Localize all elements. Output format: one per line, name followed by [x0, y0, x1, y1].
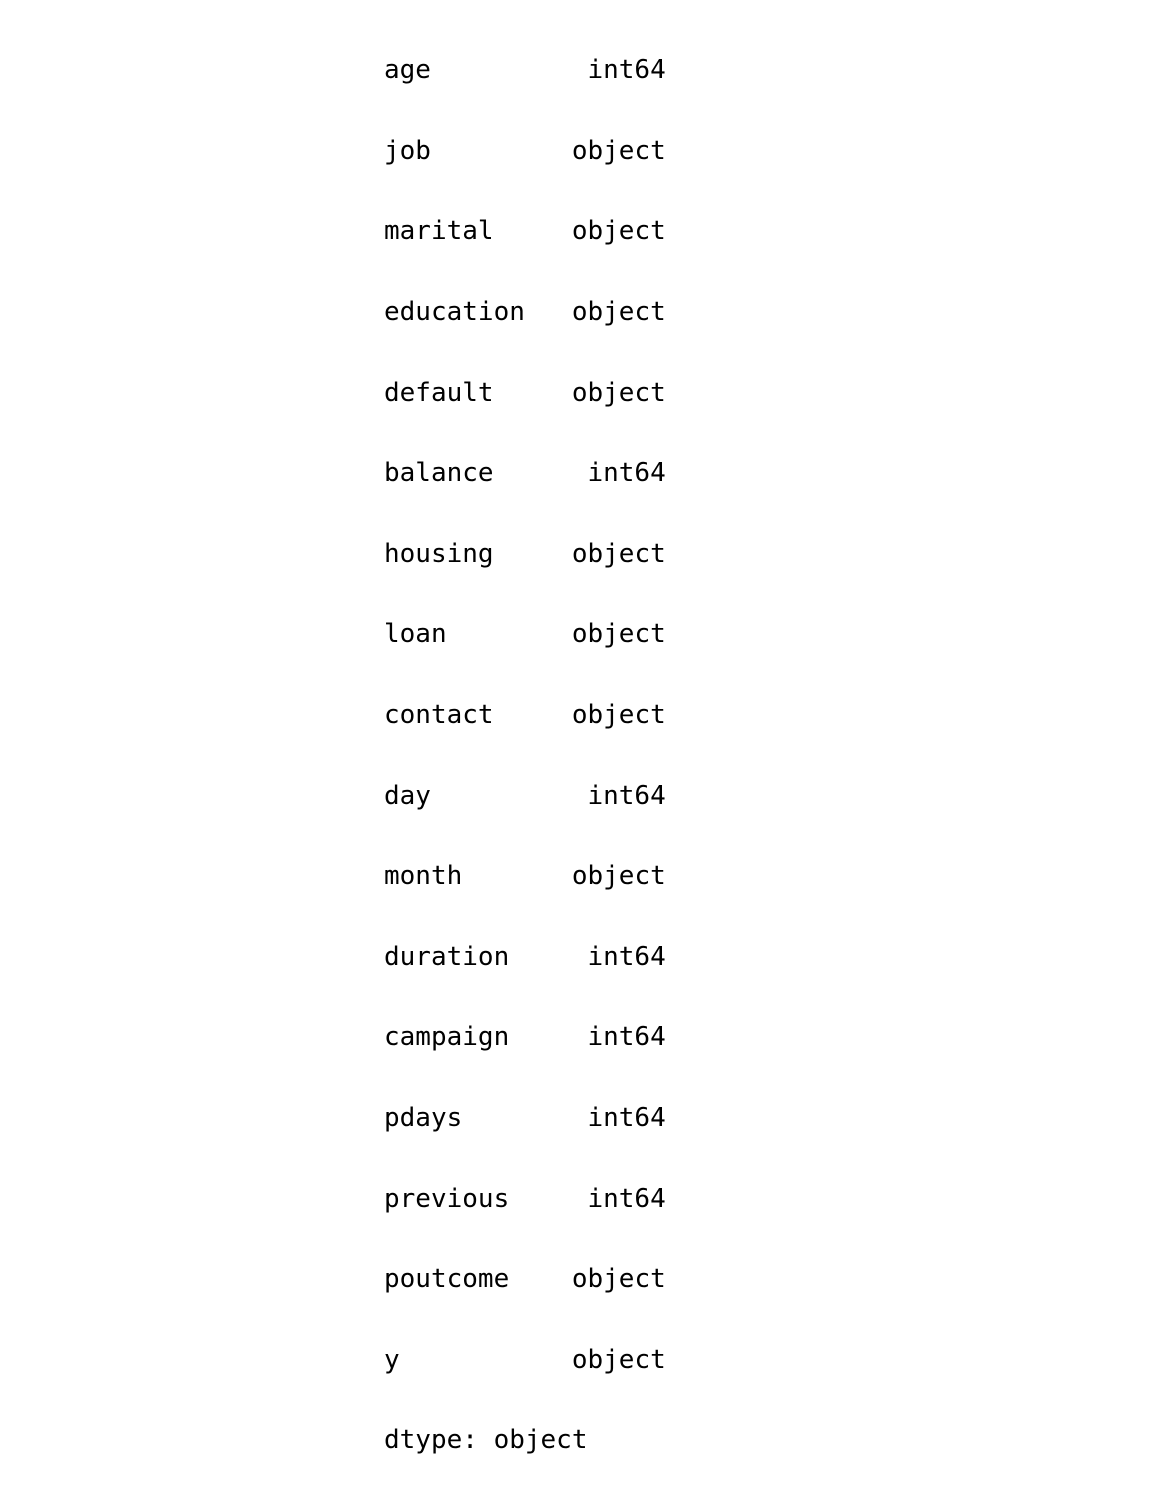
- column-name: job: [384, 131, 572, 171]
- column-dtype: object: [572, 1259, 666, 1299]
- column-dtype: int64: [572, 453, 666, 493]
- dtype-row: yobject: [384, 1340, 1159, 1380]
- column-name: loan: [384, 614, 572, 654]
- column-name: default: [384, 373, 572, 413]
- column-dtype: int64: [572, 50, 666, 90]
- column-dtype: object: [572, 1340, 666, 1380]
- dtype-row: dayint64: [384, 776, 1159, 816]
- column-name: duration: [384, 937, 572, 977]
- column-name: previous: [384, 1179, 572, 1219]
- dtype-row: defaultobject: [384, 373, 1159, 413]
- dtype-row: pdaysint64: [384, 1098, 1159, 1138]
- column-name: month: [384, 856, 572, 896]
- dtype-row: contactobject: [384, 695, 1159, 735]
- column-name: y: [384, 1340, 572, 1380]
- column-dtype: object: [572, 373, 666, 413]
- column-name: poutcome: [384, 1259, 572, 1299]
- column-name: balance: [384, 453, 572, 493]
- dtypes-footer: dtype: object: [384, 1420, 1159, 1460]
- dtype-row: poutcomeobject: [384, 1259, 1159, 1299]
- dtypes-output: ageint64 jobobject maritalobject educati…: [0, 0, 1159, 1501]
- column-dtype: object: [572, 292, 666, 332]
- column-dtype: object: [572, 614, 666, 654]
- column-dtype: int64: [572, 1179, 666, 1219]
- column-dtype: int64: [572, 937, 666, 977]
- column-dtype: object: [572, 534, 666, 574]
- dtype-row: previousint64: [384, 1179, 1159, 1219]
- dtype-row: housingobject: [384, 534, 1159, 574]
- dtype-row: ageint64: [384, 50, 1159, 90]
- column-dtype: int64: [572, 1098, 666, 1138]
- column-name: campaign: [384, 1017, 572, 1057]
- dtype-row: loanobject: [384, 614, 1159, 654]
- column-name: age: [384, 50, 572, 90]
- column-dtype: object: [572, 856, 666, 896]
- column-name: contact: [384, 695, 572, 735]
- dtype-row: educationobject: [384, 292, 1159, 332]
- dtype-row: durationint64: [384, 937, 1159, 977]
- dtype-row: monthobject: [384, 856, 1159, 896]
- column-dtype: object: [572, 211, 666, 251]
- column-dtype: int64: [572, 1017, 666, 1057]
- column-name: marital: [384, 211, 572, 251]
- column-dtype: object: [572, 695, 666, 735]
- column-name: day: [384, 776, 572, 816]
- dtype-row: jobobject: [384, 131, 1159, 171]
- column-dtype: int64: [572, 776, 666, 816]
- column-name: housing: [384, 534, 572, 574]
- column-dtype: object: [572, 131, 666, 171]
- column-name: education: [384, 292, 572, 332]
- dtype-row: campaignint64: [384, 1017, 1159, 1057]
- column-name: pdays: [384, 1098, 572, 1138]
- dtype-row: balanceint64: [384, 453, 1159, 493]
- dtype-row: maritalobject: [384, 211, 1159, 251]
